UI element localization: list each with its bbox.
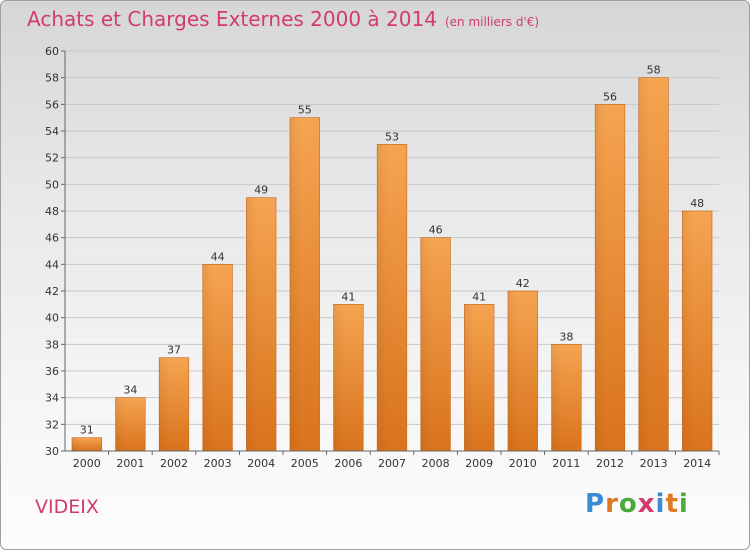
x-tick-label: 2011 — [552, 457, 580, 470]
x-tick-label: 2009 — [465, 457, 493, 470]
data-label: 34 — [123, 384, 137, 397]
y-tick-label: 50 — [45, 178, 59, 191]
x-tick-label: 2008 — [422, 457, 450, 470]
y-tick-label: 54 — [45, 125, 59, 138]
bar-shade — [551, 344, 562, 451]
data-label: 44 — [211, 250, 225, 263]
logo-letter: r — [605, 489, 619, 519]
y-tick-label: 32 — [45, 418, 59, 431]
data-label: 37 — [167, 344, 181, 357]
data-label: 31 — [80, 424, 94, 437]
bar-shade — [464, 304, 475, 451]
data-label: 46 — [429, 224, 443, 237]
bar-shade — [202, 264, 214, 451]
bar-shade — [420, 237, 432, 451]
data-label: 42 — [516, 277, 530, 290]
x-tick-label: 2006 — [334, 457, 362, 470]
logo-letter: x — [637, 489, 656, 519]
bar-shade — [333, 304, 344, 451]
data-label: 38 — [559, 330, 573, 343]
bar-shade — [682, 211, 693, 451]
chart-title: Achats et Charges Externes 2000 à 2014 (e… — [27, 7, 539, 31]
data-label: 41 — [341, 290, 355, 303]
title-text: Achats et Charges Externes 2000 à 2014 — [27, 7, 437, 31]
bar-shade — [638, 77, 650, 452]
bar-shade — [289, 117, 301, 452]
bar-shade — [246, 197, 257, 451]
x-tick-label: 2012 — [596, 457, 624, 470]
x-tick-label: 2013 — [640, 457, 668, 470]
y-tick-label: 40 — [45, 312, 59, 325]
logo-letter: o — [618, 489, 638, 519]
bar-shade — [115, 397, 126, 451]
data-label: 56 — [603, 90, 617, 103]
axes: 30 32 34 36 38 40 42 44 46 48 50 52 54 56 58 60 2000 2001… — [45, 45, 720, 470]
x-tick-label: 2007 — [378, 457, 406, 470]
y-tick-label: 36 — [45, 365, 59, 378]
y-tick-label: 30 — [45, 445, 59, 458]
y-tick-label: 56 — [45, 98, 59, 111]
data-label: 48 — [690, 197, 704, 210]
x-tick-label: 2010 — [509, 457, 537, 470]
logo-letter: i — [655, 489, 666, 519]
y-tick-label: 42 — [45, 285, 59, 298]
logo-letter: P — [585, 489, 606, 519]
y-tick-label: 58 — [45, 72, 59, 85]
logo-letter: i — [678, 489, 689, 519]
title-unit: (en milliers d'€) — [444, 15, 540, 29]
bar-shade — [159, 357, 170, 451]
bar-shade — [595, 104, 606, 451]
y-tick-label: 46 — [45, 232, 59, 245]
data-label: 58 — [647, 64, 661, 77]
proxiti-logo: Proxiti — [585, 489, 689, 519]
y-tick-label: 38 — [45, 338, 59, 351]
y-tick-label: 52 — [45, 152, 59, 165]
y-tick-label: 60 — [45, 45, 59, 58]
bar-shade — [507, 291, 519, 451]
x-tick-label: 2000 — [73, 457, 101, 470]
bars — [71, 77, 713, 452]
y-tick-label: 44 — [45, 258, 59, 271]
data-label: 41 — [472, 290, 486, 303]
logo-letter: t — [665, 489, 679, 519]
data-label: 49 — [254, 184, 268, 197]
y-tick-label: 48 — [45, 205, 59, 218]
data-labels: 31 34 37 44 49 55 41 53 46 41 42 38 56 58 48 — [80, 64, 704, 437]
data-label: 53 — [385, 130, 399, 143]
data-label: 55 — [298, 104, 312, 117]
location-name: VIDEIX — [35, 496, 99, 518]
y-tick-label: 34 — [45, 392, 59, 405]
x-tick-label: 2005 — [291, 457, 319, 470]
x-tick-label: 2003 — [204, 457, 232, 470]
bar-shade — [71, 437, 83, 451]
x-tick-label: 2014 — [683, 457, 711, 470]
bar-shade — [377, 144, 388, 452]
x-tick-label: 2001 — [116, 457, 144, 470]
x-tick-label: 2002 — [160, 457, 188, 470]
x-tick-label: 2004 — [247, 457, 275, 470]
